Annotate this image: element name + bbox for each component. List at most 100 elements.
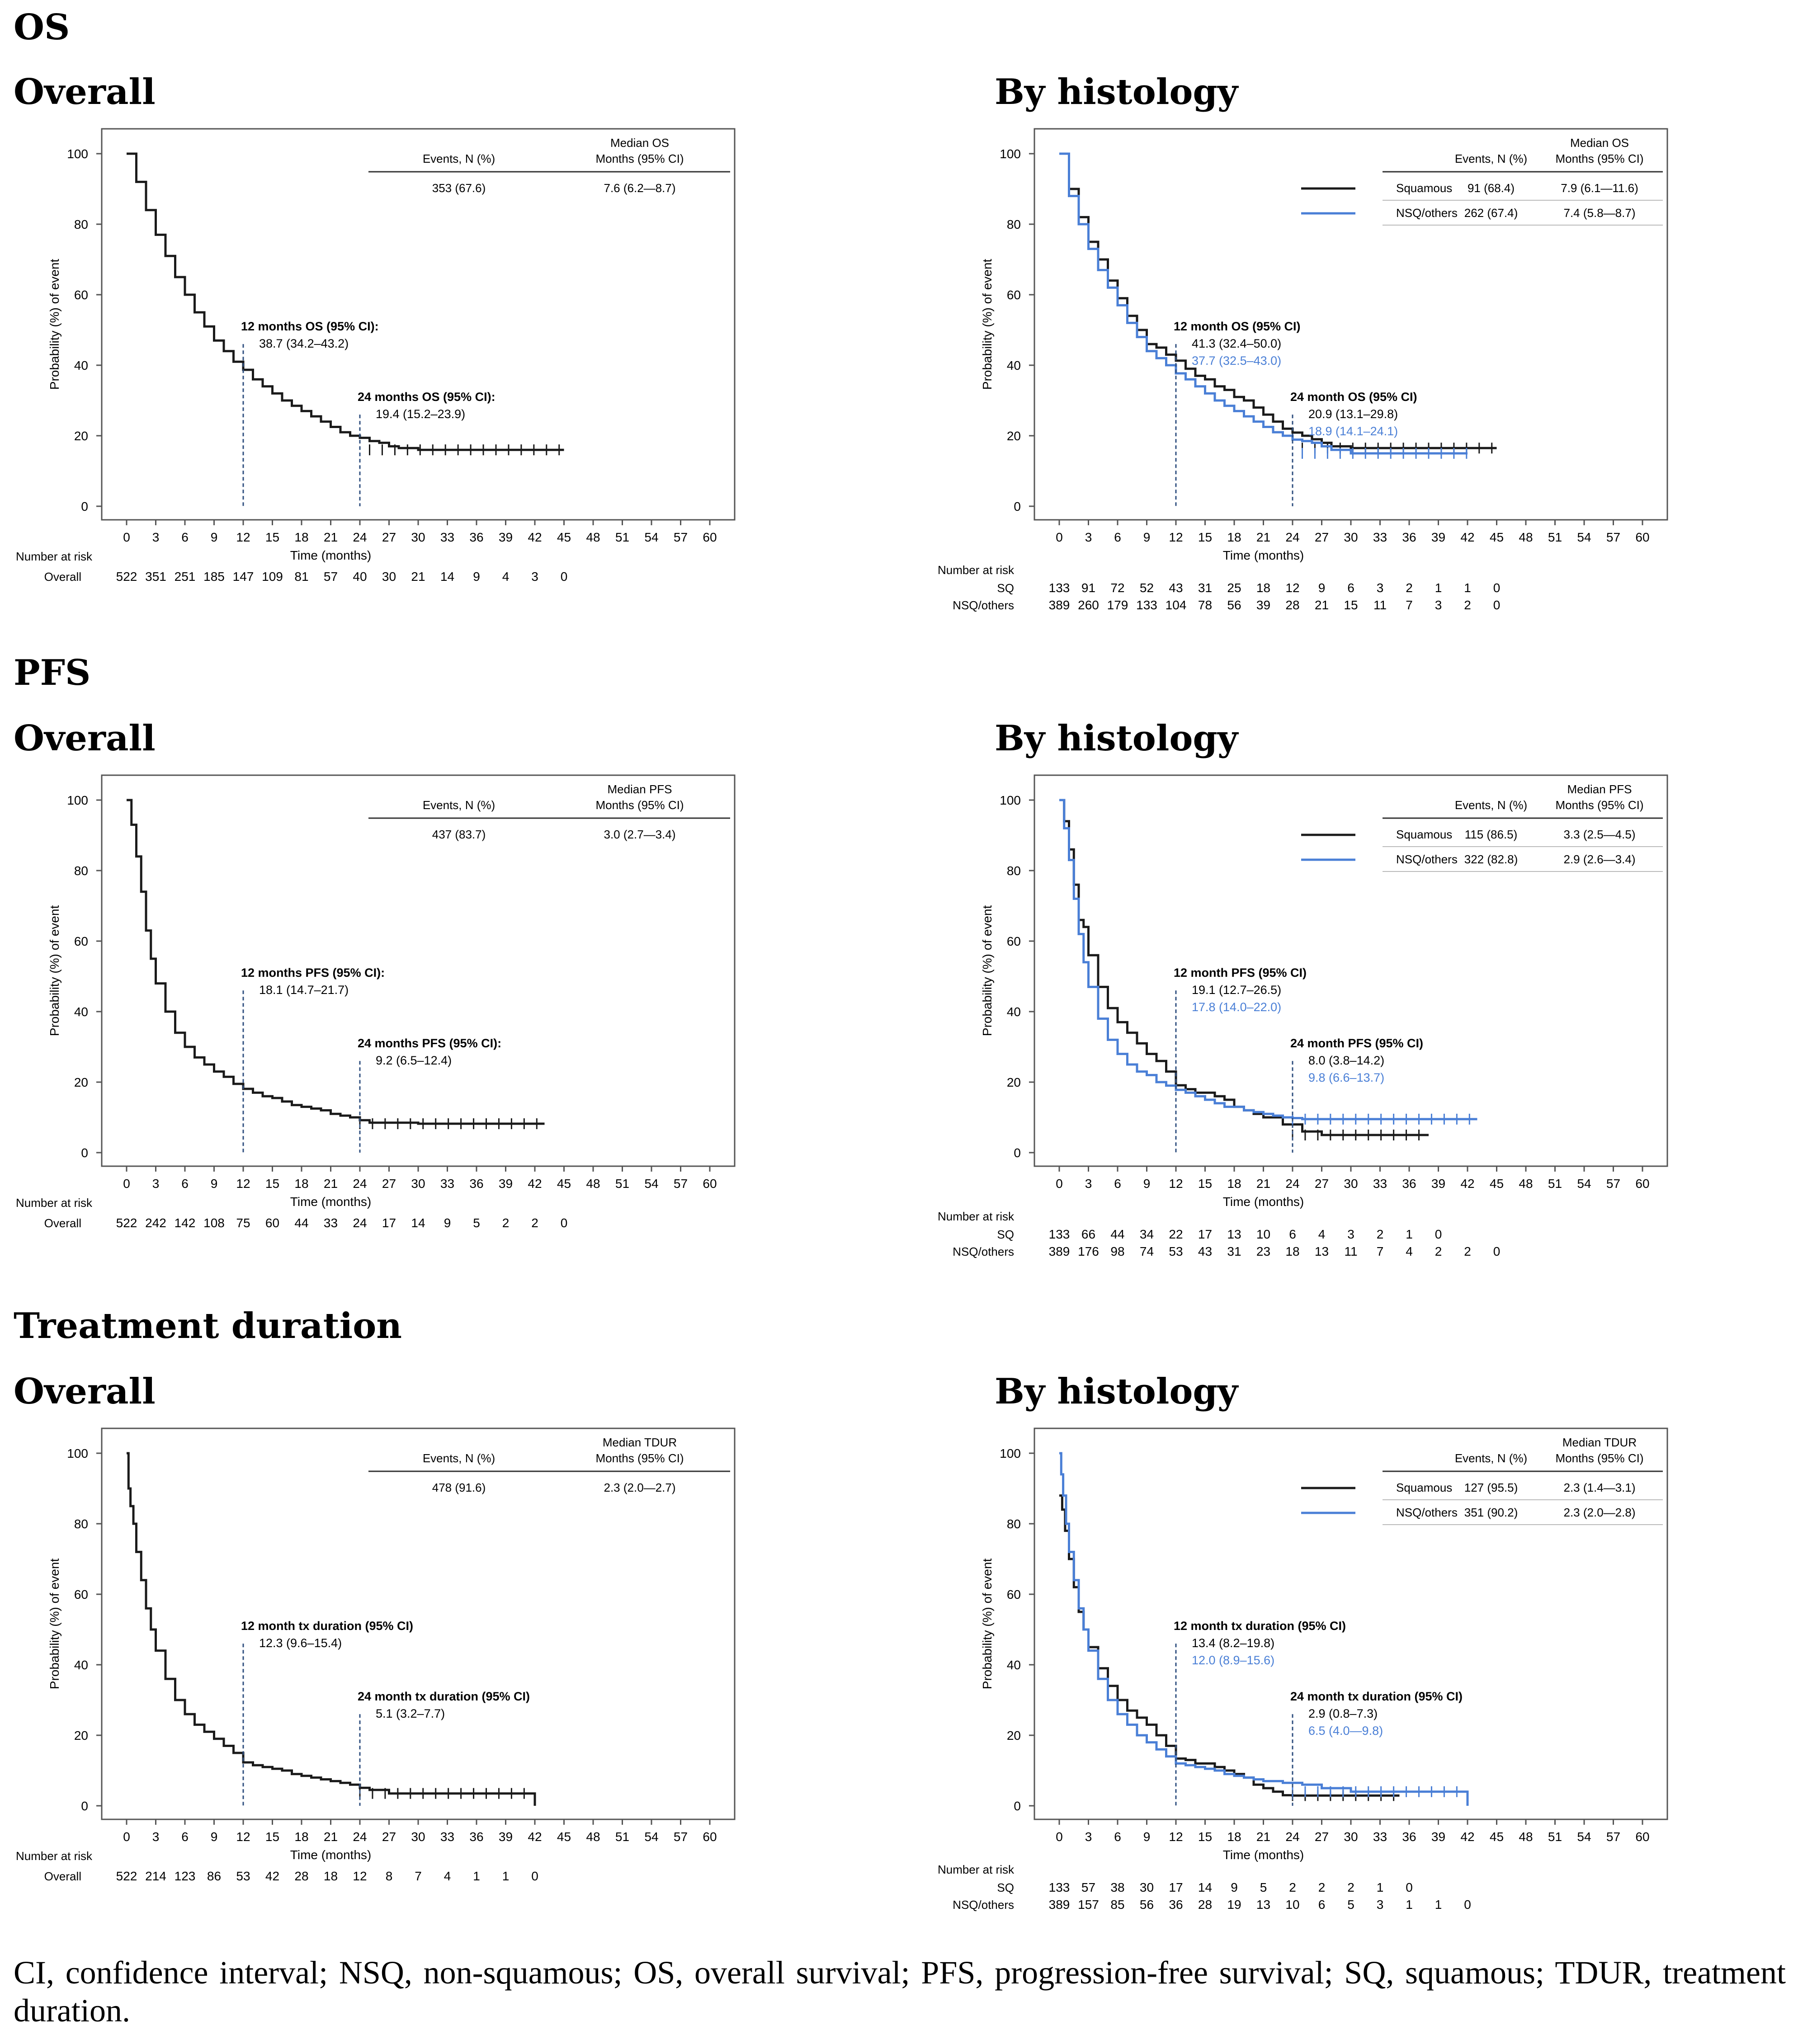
x-tick-label: 27: [1315, 530, 1329, 544]
x-tick-label: 42: [1460, 1177, 1474, 1191]
annotation-text: 20.9 (13.1–29.8): [1308, 407, 1398, 421]
risk-count: 56: [1227, 598, 1241, 612]
x-tick-label: 3: [1085, 530, 1092, 544]
annotation-text: 24 month OS (95% CI): [1290, 390, 1417, 404]
risk-count: 1: [473, 1869, 480, 1883]
x-tick-label: 45: [557, 1177, 571, 1191]
risk-count: 91: [1081, 581, 1095, 595]
risk-count: 0: [1493, 581, 1501, 595]
annotation-text: 12 month OS (95% CI): [1174, 320, 1301, 333]
risk-count: 33: [324, 1216, 338, 1230]
risk-table-label: Number at risk: [16, 1849, 93, 1863]
x-tick-label: 9: [211, 530, 218, 544]
annotation-text: 9.2 (6.5–12.4): [376, 1054, 452, 1067]
x-axis-label: Time (months): [1223, 1848, 1304, 1862]
risk-count: 57: [1081, 1880, 1095, 1894]
legend-series-name: Squamous: [1396, 828, 1452, 841]
survival-curve-nsq-others: [1059, 152, 1468, 455]
annotation-text: 12 month tx duration (95% CI): [241, 1619, 413, 1633]
risk-count: 1: [1406, 1898, 1413, 1912]
annotation-text: 18.9 (14.1–24.1): [1308, 424, 1398, 438]
x-tick-label: 33: [440, 530, 454, 544]
x-tick-label: 21: [1256, 1177, 1270, 1191]
risk-count: 0: [1406, 1880, 1413, 1894]
y-tick-label: 80: [74, 1517, 88, 1531]
x-tick-label: 24: [1285, 1830, 1299, 1844]
risk-count: 18: [1285, 1244, 1299, 1258]
risk-count: 3: [1377, 1898, 1384, 1912]
x-axis-label: Time (months): [290, 1195, 371, 1209]
risk-count: 6: [1289, 1227, 1296, 1241]
risk-count: 0: [1493, 598, 1501, 612]
risk-count: 10: [1256, 1227, 1270, 1241]
risk-count: 39: [1256, 598, 1270, 612]
risk-count: 43: [1198, 1244, 1212, 1258]
x-tick-label: 54: [1577, 1177, 1591, 1191]
risk-count: 0: [561, 1216, 568, 1230]
y-axis-label: Probability (%) of event: [47, 259, 61, 390]
risk-table-label: Number at risk: [16, 1196, 93, 1210]
x-tick-label: 24: [1285, 530, 1299, 544]
risk-count: 18: [1256, 581, 1270, 595]
risk-count: 18: [324, 1869, 338, 1883]
risk-count: 5: [1260, 1880, 1267, 1894]
risk-count: 66: [1081, 1227, 1095, 1241]
annotation-text: 37.7 (32.5–43.0): [1192, 354, 1281, 367]
x-tick-label: 33: [440, 1830, 454, 1844]
risk-row-label: NSQ/others: [953, 1898, 1014, 1912]
risk-count: 351: [145, 570, 166, 584]
risk-count: 2: [1289, 1880, 1296, 1894]
legend-median-header: Median PFS: [1567, 782, 1632, 796]
x-tick-label: 48: [586, 530, 600, 544]
legend-median-value: 7.6 (6.2—8.7): [604, 181, 676, 195]
x-tick-label: 45: [557, 530, 571, 544]
x-tick-label: 6: [181, 1177, 189, 1191]
x-tick-label: 9: [211, 1177, 218, 1191]
legend-median-value: 3.0 (2.7—3.4): [604, 828, 676, 841]
subtitle-pfs-histology: By histology: [995, 718, 1238, 759]
x-tick-label: 39: [499, 530, 513, 544]
risk-count: 2: [1406, 581, 1413, 595]
risk-count: 4: [1406, 1244, 1413, 1258]
risk-count: 17: [382, 1216, 396, 1230]
x-tick-label: 27: [1315, 1830, 1329, 1844]
risk-table-label: Number at risk: [938, 1863, 1015, 1876]
legend-events-header: Events, N (%): [1455, 152, 1527, 165]
x-tick-label: 18: [1227, 1177, 1241, 1191]
risk-count: 14: [411, 1216, 425, 1230]
x-tick-label: 15: [265, 530, 279, 544]
survival-curve-overall: [127, 152, 564, 451]
x-tick-label: 3: [1085, 1830, 1092, 1844]
risk-count: 21: [411, 570, 425, 584]
x-tick-label: 48: [1519, 530, 1533, 544]
risk-count: 7: [1377, 1244, 1384, 1258]
y-axis-label: Probability (%) of event: [980, 259, 994, 390]
y-tick-label: 80: [74, 217, 88, 231]
y-tick-label: 0: [1014, 499, 1021, 513]
x-tick-label: 54: [1577, 530, 1591, 544]
risk-count: 214: [145, 1869, 166, 1883]
risk-count: 2: [1464, 598, 1471, 612]
risk-table-label: Number at risk: [938, 1210, 1015, 1223]
risk-count: 78: [1198, 598, 1212, 612]
y-tick-label: 60: [74, 934, 88, 948]
risk-count: 3: [1347, 1227, 1354, 1241]
risk-count: 522: [116, 570, 137, 584]
legend-median-header: Median PFS: [607, 782, 672, 796]
y-tick-label: 80: [1007, 217, 1021, 231]
risk-count: 53: [236, 1869, 250, 1883]
annotation-text: 24 months OS (95% CI):: [358, 390, 496, 404]
legend-median-subheader: Months (95% CI): [1555, 1451, 1643, 1465]
x-tick-label: 54: [644, 530, 658, 544]
x-tick-label: 51: [615, 1830, 629, 1844]
x-tick-label: 39: [1431, 1830, 1445, 1844]
risk-count: 42: [265, 1869, 279, 1883]
legend-events-header: Events, N (%): [1455, 798, 1527, 812]
annotation-text: 13.4 (8.2–19.8): [1192, 1636, 1274, 1650]
risk-count: 13: [1227, 1227, 1241, 1241]
x-tick-label: 0: [123, 530, 130, 544]
x-tick-label: 9: [1143, 1177, 1151, 1191]
